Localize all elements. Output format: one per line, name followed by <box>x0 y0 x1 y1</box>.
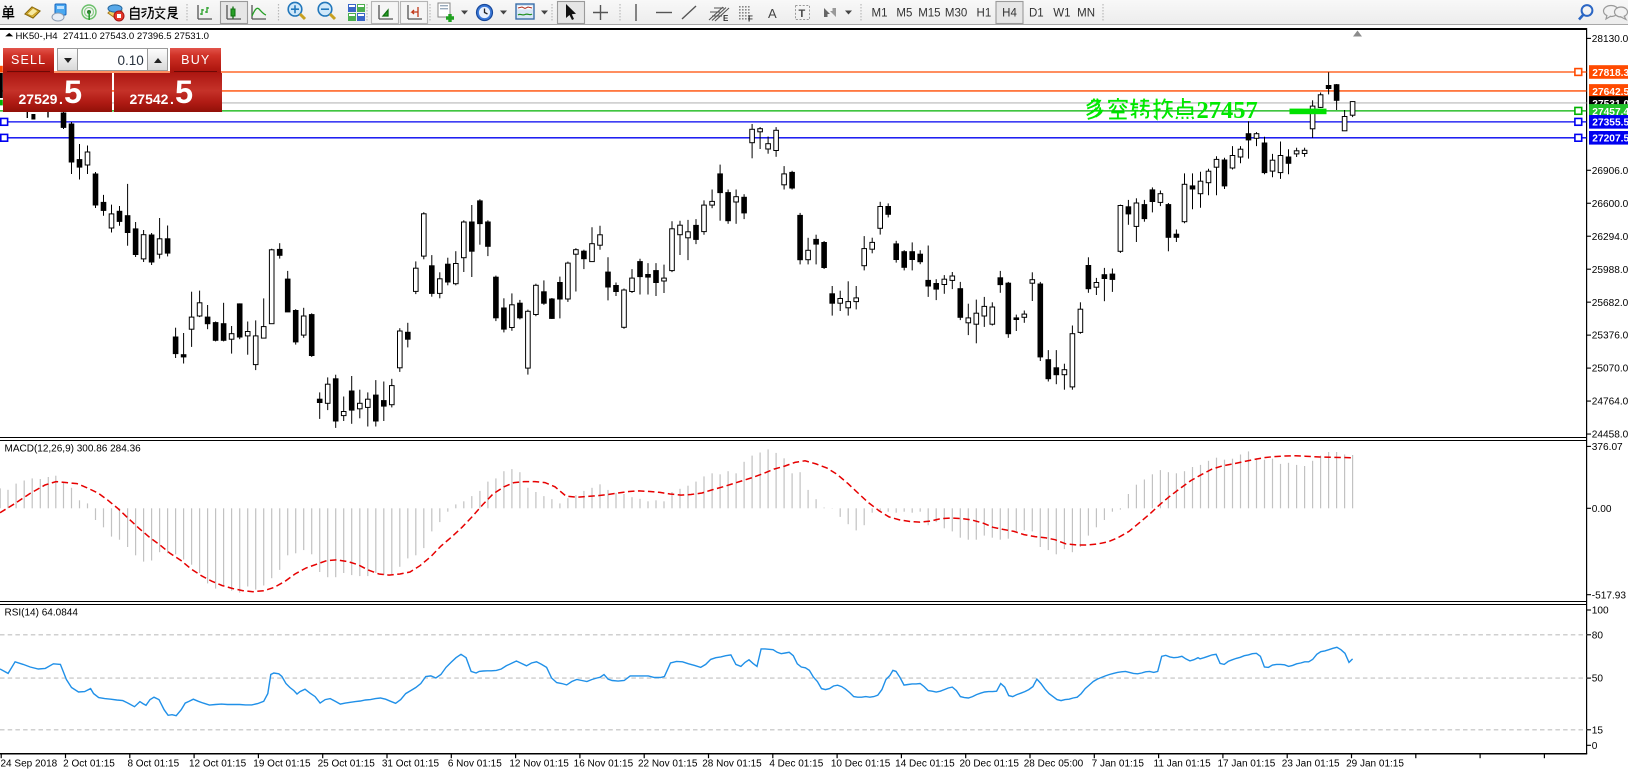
svg-text:27207.5: 27207.5 <box>1592 134 1628 145</box>
svg-text:27818.3: 27818.3 <box>1592 68 1628 79</box>
svg-text:27457: 27457 <box>1197 97 1258 124</box>
svg-text:15: 15 <box>1592 725 1604 736</box>
svg-text:24 Sep 2018: 24 Sep 2018 <box>1 759 58 770</box>
svg-text:M1: M1 <box>872 8 888 20</box>
svg-text:4 Dec 01:15: 4 Dec 01:15 <box>769 759 823 770</box>
svg-text:20 Dec 01:15: 20 Dec 01:15 <box>959 759 1019 770</box>
svg-text:M30: M30 <box>945 8 967 20</box>
svg-text:-517.93: -517.93 <box>1592 590 1627 601</box>
svg-text:29 Jan 01:15: 29 Jan 01:15 <box>1346 759 1404 770</box>
svg-text:28130.0: 28130.0 <box>1592 34 1628 45</box>
svg-text:12 Oct 01:15: 12 Oct 01:15 <box>189 759 247 770</box>
svg-text:25 Oct 01:15: 25 Oct 01:15 <box>318 759 376 770</box>
svg-text:25682.0: 25682.0 <box>1592 298 1628 309</box>
svg-text:MACD(12,26,9) 300.86 284.36: MACD(12,26,9) 300.86 284.36 <box>5 444 142 455</box>
svg-text:14 Dec 01:15: 14 Dec 01:15 <box>895 759 955 770</box>
svg-text:25376.0: 25376.0 <box>1592 331 1628 342</box>
svg-text:16 Nov 01:15: 16 Nov 01:15 <box>574 759 634 770</box>
svg-text:0.00: 0.00 <box>1592 504 1612 515</box>
svg-text:28 Dec 05:00: 28 Dec 05:00 <box>1024 759 1084 770</box>
svg-text:W1: W1 <box>1053 8 1070 20</box>
svg-text:H4: H4 <box>1002 8 1017 20</box>
svg-text:50: 50 <box>1592 674 1604 685</box>
svg-text:27457.4: 27457.4 <box>1592 107 1628 118</box>
svg-text:12 Nov 01:15: 12 Nov 01:15 <box>509 759 569 770</box>
svg-text:M5: M5 <box>896 8 912 20</box>
svg-text:11 Jan 01:15: 11 Jan 01:15 <box>1154 759 1212 770</box>
svg-text:23 Jan 01:15: 23 Jan 01:15 <box>1282 759 1340 770</box>
svg-text:24458.0: 24458.0 <box>1592 430 1628 441</box>
svg-text:80: 80 <box>1592 630 1604 641</box>
svg-text:A: A <box>768 6 777 21</box>
svg-text:26600.0: 26600.0 <box>1592 199 1628 210</box>
svg-text:H1: H1 <box>977 8 992 20</box>
svg-text:22 Nov 01:15: 22 Nov 01:15 <box>638 759 698 770</box>
svg-text:T: T <box>799 8 806 20</box>
svg-text:10 Dec 01:15: 10 Dec 01:15 <box>831 759 891 770</box>
svg-text:F: F <box>748 15 753 24</box>
svg-text:376.07: 376.07 <box>1592 442 1623 453</box>
svg-text:26294.0: 26294.0 <box>1592 232 1628 243</box>
svg-text:28 Nov 01:15: 28 Nov 01:15 <box>702 759 762 770</box>
svg-text:19 Oct 01:15: 19 Oct 01:15 <box>253 759 311 770</box>
svg-text:100: 100 <box>1592 606 1609 617</box>
svg-text:8 Oct 01:15: 8 Oct 01:15 <box>127 759 179 770</box>
svg-text:RSI(14) 64.0844: RSI(14) 64.0844 <box>5 608 79 619</box>
svg-text:27355.5: 27355.5 <box>1592 118 1628 129</box>
svg-text:26906.0: 26906.0 <box>1592 166 1628 177</box>
svg-text:E: E <box>723 14 729 23</box>
svg-text:27642.5: 27642.5 <box>1592 87 1628 98</box>
svg-text:31 Oct 01:15: 31 Oct 01:15 <box>382 759 440 770</box>
svg-text:MN: MN <box>1077 8 1095 20</box>
svg-text:25070.0: 25070.0 <box>1592 364 1628 375</box>
svg-text:7 Jan 01:15: 7 Jan 01:15 <box>1092 759 1145 770</box>
svg-text:D1: D1 <box>1029 8 1044 20</box>
svg-text:2 Oct 01:15: 2 Oct 01:15 <box>63 759 115 770</box>
svg-text:24764.0: 24764.0 <box>1592 397 1628 408</box>
svg-text:25988.0: 25988.0 <box>1592 265 1628 276</box>
svg-text:HK50-,H4 27411.0 27543.0 2739: HK50-,H4 27411.0 27543.0 27396.5 27531.0 <box>16 31 209 42</box>
svg-text:0: 0 <box>1592 741 1598 752</box>
svg-text:17 Jan 01:15: 17 Jan 01:15 <box>1217 759 1275 770</box>
svg-text:6 Nov 01:15: 6 Nov 01:15 <box>448 759 502 770</box>
svg-text:M15: M15 <box>918 8 940 20</box>
